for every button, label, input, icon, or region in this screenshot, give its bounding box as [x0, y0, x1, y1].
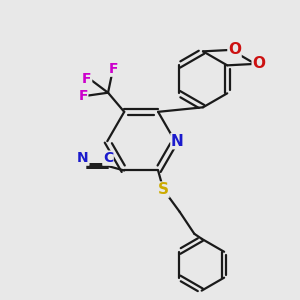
Text: C: C — [103, 151, 113, 165]
Text: N: N — [77, 151, 89, 165]
Text: F: F — [109, 62, 119, 76]
Text: S: S — [158, 182, 169, 197]
Text: O: O — [252, 56, 265, 71]
Text: F: F — [78, 88, 88, 103]
Text: N: N — [171, 134, 184, 149]
Text: O: O — [228, 42, 241, 57]
Text: F: F — [82, 73, 92, 86]
